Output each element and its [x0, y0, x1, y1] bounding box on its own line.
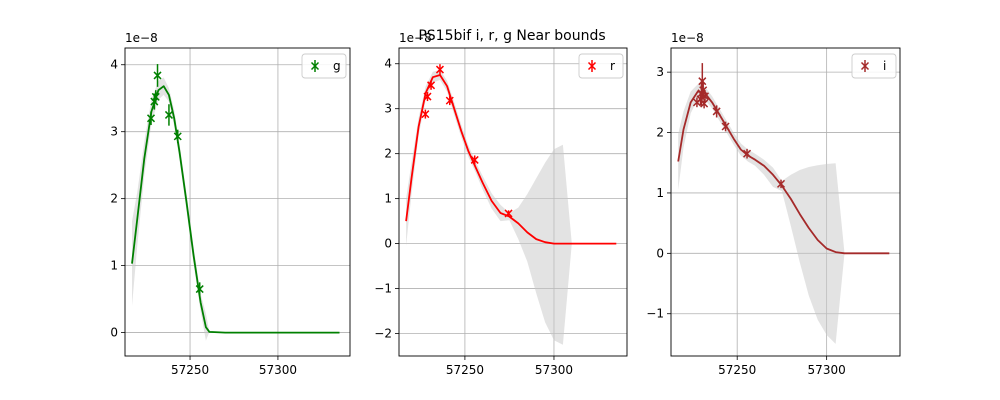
y-tick-label: 1	[384, 192, 392, 206]
data-point	[173, 129, 182, 144]
point-marker	[151, 92, 160, 101]
legend-box	[851, 53, 897, 79]
point-marker	[721, 122, 730, 131]
point-marker	[700, 99, 709, 108]
point-marker	[776, 179, 786, 188]
y-tick-label: 4	[384, 57, 392, 71]
panel-g: 57250 57300 0 1 2 3 4 1e−8 g	[110, 31, 351, 377]
legend-label: i	[883, 59, 886, 73]
data-point	[146, 111, 156, 125]
y-tick-label: 1	[110, 259, 118, 273]
point-marker	[435, 65, 444, 74]
x-tick-label: 57250	[171, 363, 209, 377]
y-tick-label: 0	[384, 237, 392, 251]
point-marker	[445, 96, 454, 105]
point-marker	[150, 97, 159, 106]
point-marker	[173, 132, 182, 141]
point-marker	[427, 81, 436, 90]
legend-marker	[310, 61, 320, 71]
figure-title: PS15bif i, r, g Near bounds	[418, 28, 605, 44]
y-tick-label: 3	[384, 102, 392, 116]
legend: r	[578, 53, 624, 79]
point-marker	[146, 114, 156, 123]
axes-frame	[398, 47, 628, 357]
point-marker	[504, 209, 513, 218]
offset-label: 1e−8	[125, 31, 158, 45]
plot-area	[677, 63, 890, 344]
y-tick-label: 3	[110, 125, 118, 139]
data-point	[423, 92, 432, 102]
data-point	[776, 179, 786, 189]
data-point	[743, 148, 752, 159]
point-marker	[470, 155, 479, 164]
data-point	[700, 90, 710, 103]
y-tick-label: −1	[646, 307, 664, 321]
point-marker	[153, 71, 162, 80]
legend: i	[851, 53, 897, 79]
model-curve	[405, 74, 617, 245]
uncertainty-band	[406, 70, 617, 345]
legend-box	[578, 53, 624, 79]
data-point	[164, 104, 173, 126]
data-point	[421, 109, 430, 119]
data-point	[470, 155, 479, 165]
plot-area	[405, 64, 617, 345]
legend-marker	[860, 61, 870, 71]
panel-r: 57250 57300 −2 −1 0 1 2 3 4 1e−8 r	[374, 31, 628, 377]
y-tick-label: 2	[384, 147, 392, 161]
legend-label: r	[610, 59, 615, 73]
x-tick-label: 57300	[535, 363, 573, 377]
y-tick-label: −2	[374, 327, 392, 341]
legend-marker	[587, 61, 597, 71]
y-tick-label: 3	[656, 65, 664, 79]
legend: g	[301, 53, 347, 79]
y-tick-label: −1	[374, 282, 392, 296]
point-marker	[700, 92, 710, 101]
data-point	[700, 98, 709, 109]
data-point	[153, 64, 162, 87]
offset-label: 1e−8	[671, 31, 704, 45]
x-tick-label: 57250	[446, 363, 484, 377]
data-point	[195, 282, 204, 296]
y-tick-label: 2	[110, 192, 118, 206]
data-point	[712, 105, 721, 118]
point-marker	[195, 285, 204, 294]
data-point	[427, 80, 436, 90]
legend-box	[301, 53, 347, 79]
data-point	[445, 96, 454, 106]
panel-i: 57250 57300 −1 0 1 2 3 1e−8 i	[646, 31, 901, 377]
x-tick-label: 57300	[259, 363, 297, 377]
point-marker	[423, 92, 432, 101]
point-marker	[712, 107, 721, 116]
point-marker	[421, 110, 430, 119]
model-curve	[131, 85, 340, 334]
point-marker	[698, 77, 707, 86]
y-tick-label: 1	[656, 186, 664, 200]
data-point	[504, 209, 513, 218]
point-marker	[743, 149, 752, 158]
axes-frame	[124, 47, 351, 357]
axes-frame	[670, 47, 901, 357]
x-tick-label: 57250	[718, 363, 756, 377]
legend-label: g	[333, 59, 341, 73]
y-tick-label: 4	[110, 58, 118, 72]
data-point	[721, 121, 730, 132]
offset-label: 1e−8	[399, 31, 432, 45]
x-tick-label: 57300	[808, 363, 846, 377]
y-tick-label: 0	[656, 246, 664, 260]
plot-area	[131, 64, 340, 341]
data-point	[151, 90, 160, 104]
uncertainty-band	[678, 84, 890, 344]
point-marker	[164, 110, 173, 119]
y-tick-label: 0	[110, 326, 118, 340]
y-tick-label: 2	[656, 126, 664, 140]
data-point	[435, 64, 444, 75]
